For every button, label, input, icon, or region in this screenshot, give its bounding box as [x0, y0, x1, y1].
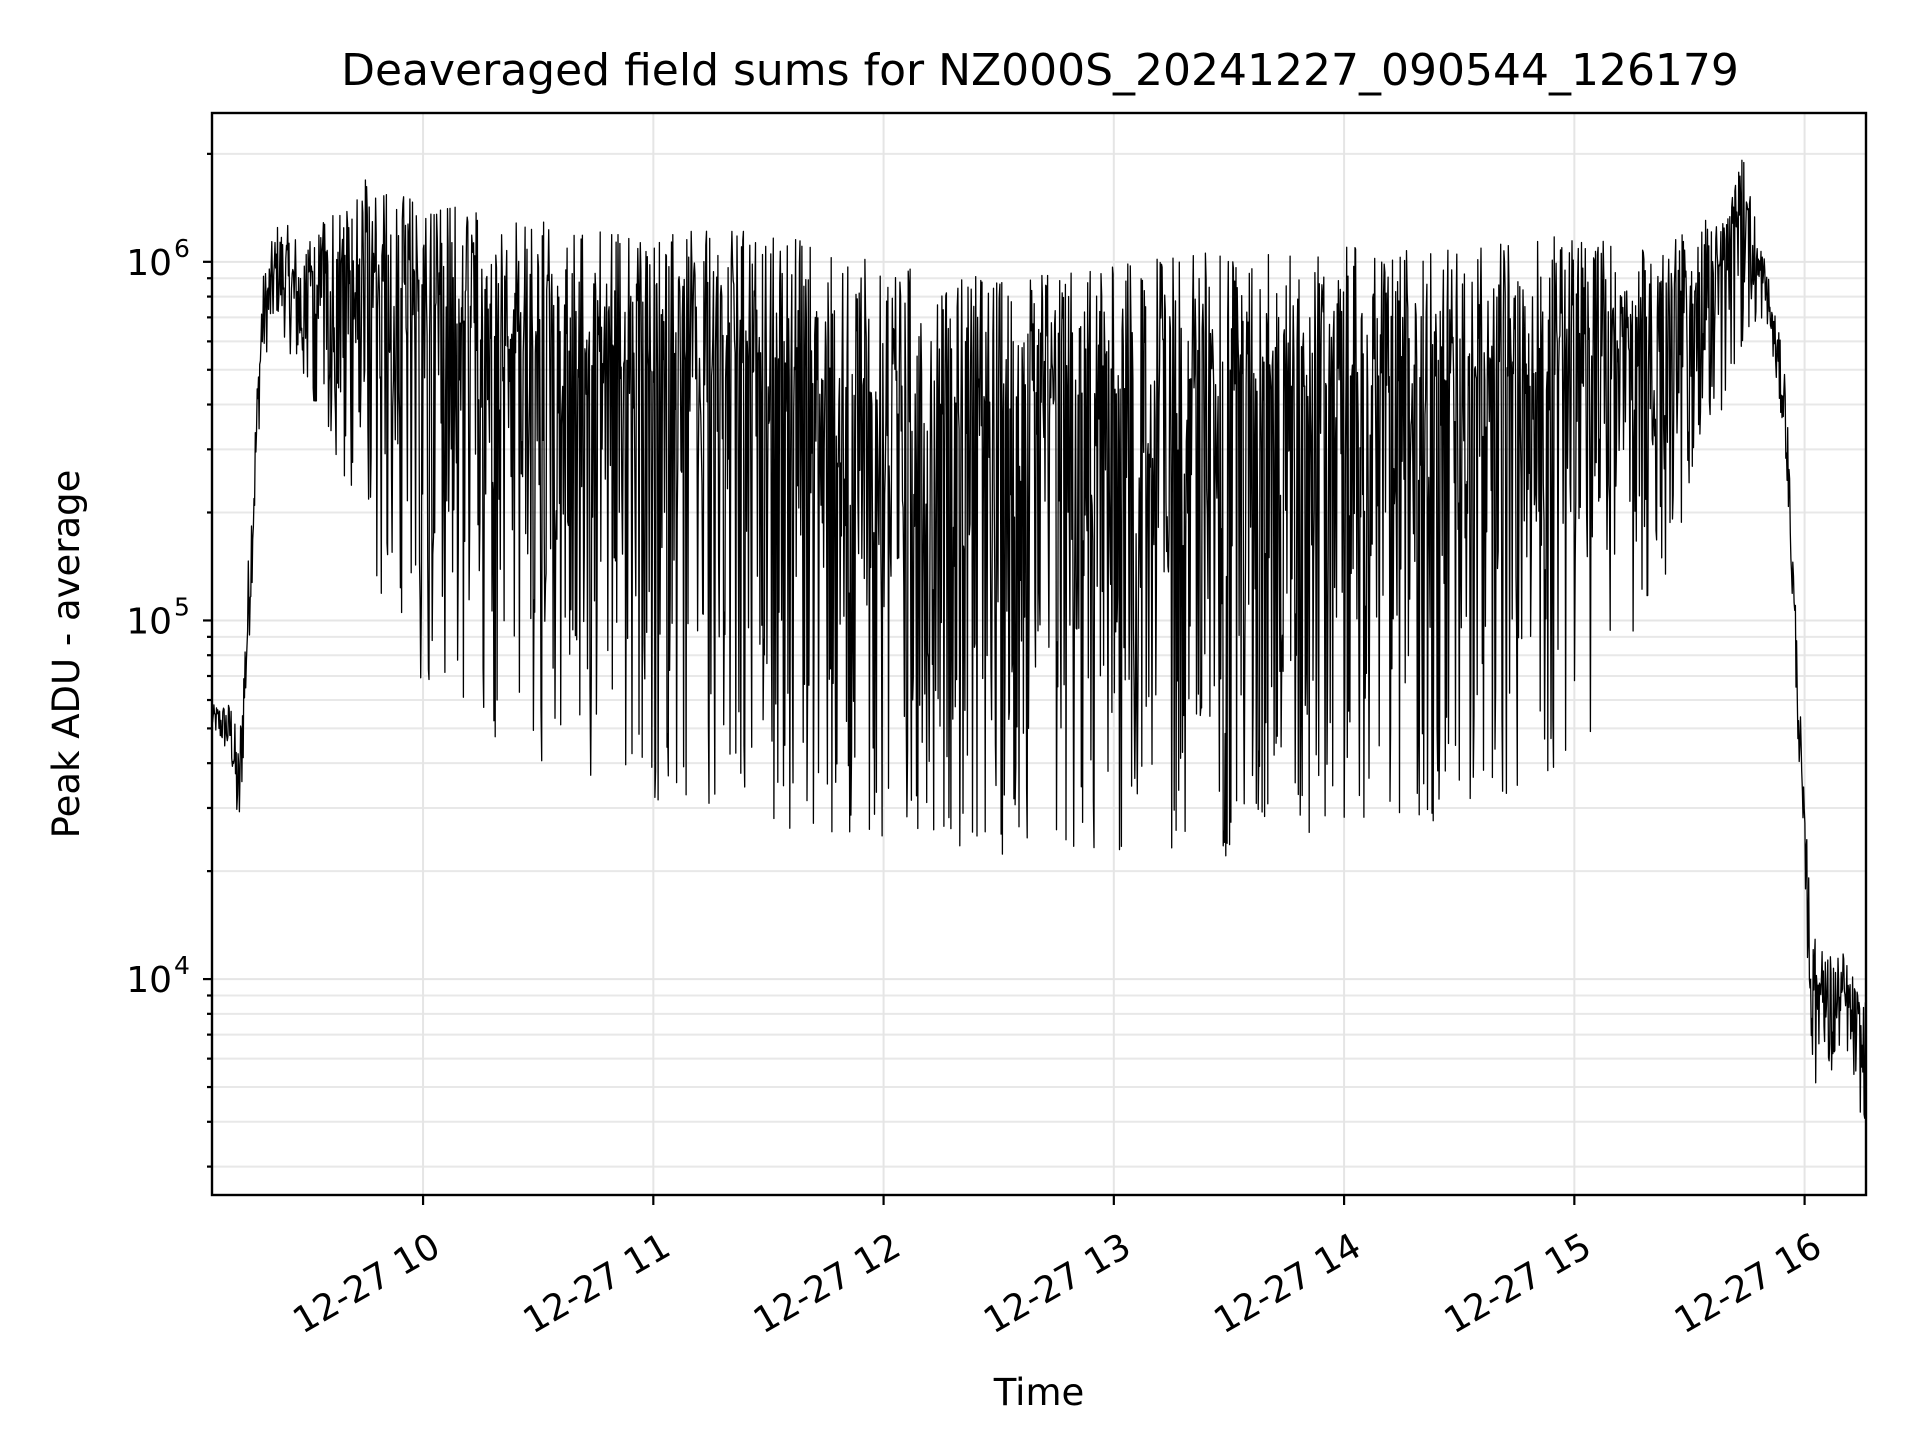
y-tick-label: 10	[126, 243, 172, 284]
y-tick-label-exponent: 6	[174, 234, 190, 263]
plot-area-frame	[210, 111, 1868, 1197]
x-axis-label: Time	[993, 1371, 1085, 1414]
chart-title: Deaveraged field sums for NZ000S_2024122…	[341, 45, 1739, 96]
series-line	[211, 159, 1867, 1119]
y-tick-label-exponent: 4	[174, 951, 190, 980]
y-tick-label: 10	[126, 601, 172, 642]
y-tick-label: 10	[126, 960, 172, 1001]
series-layer	[211, 159, 1867, 1119]
y-tick-label-exponent: 5	[174, 592, 190, 621]
y-axis-label: Peak ADU - average	[45, 470, 88, 839]
